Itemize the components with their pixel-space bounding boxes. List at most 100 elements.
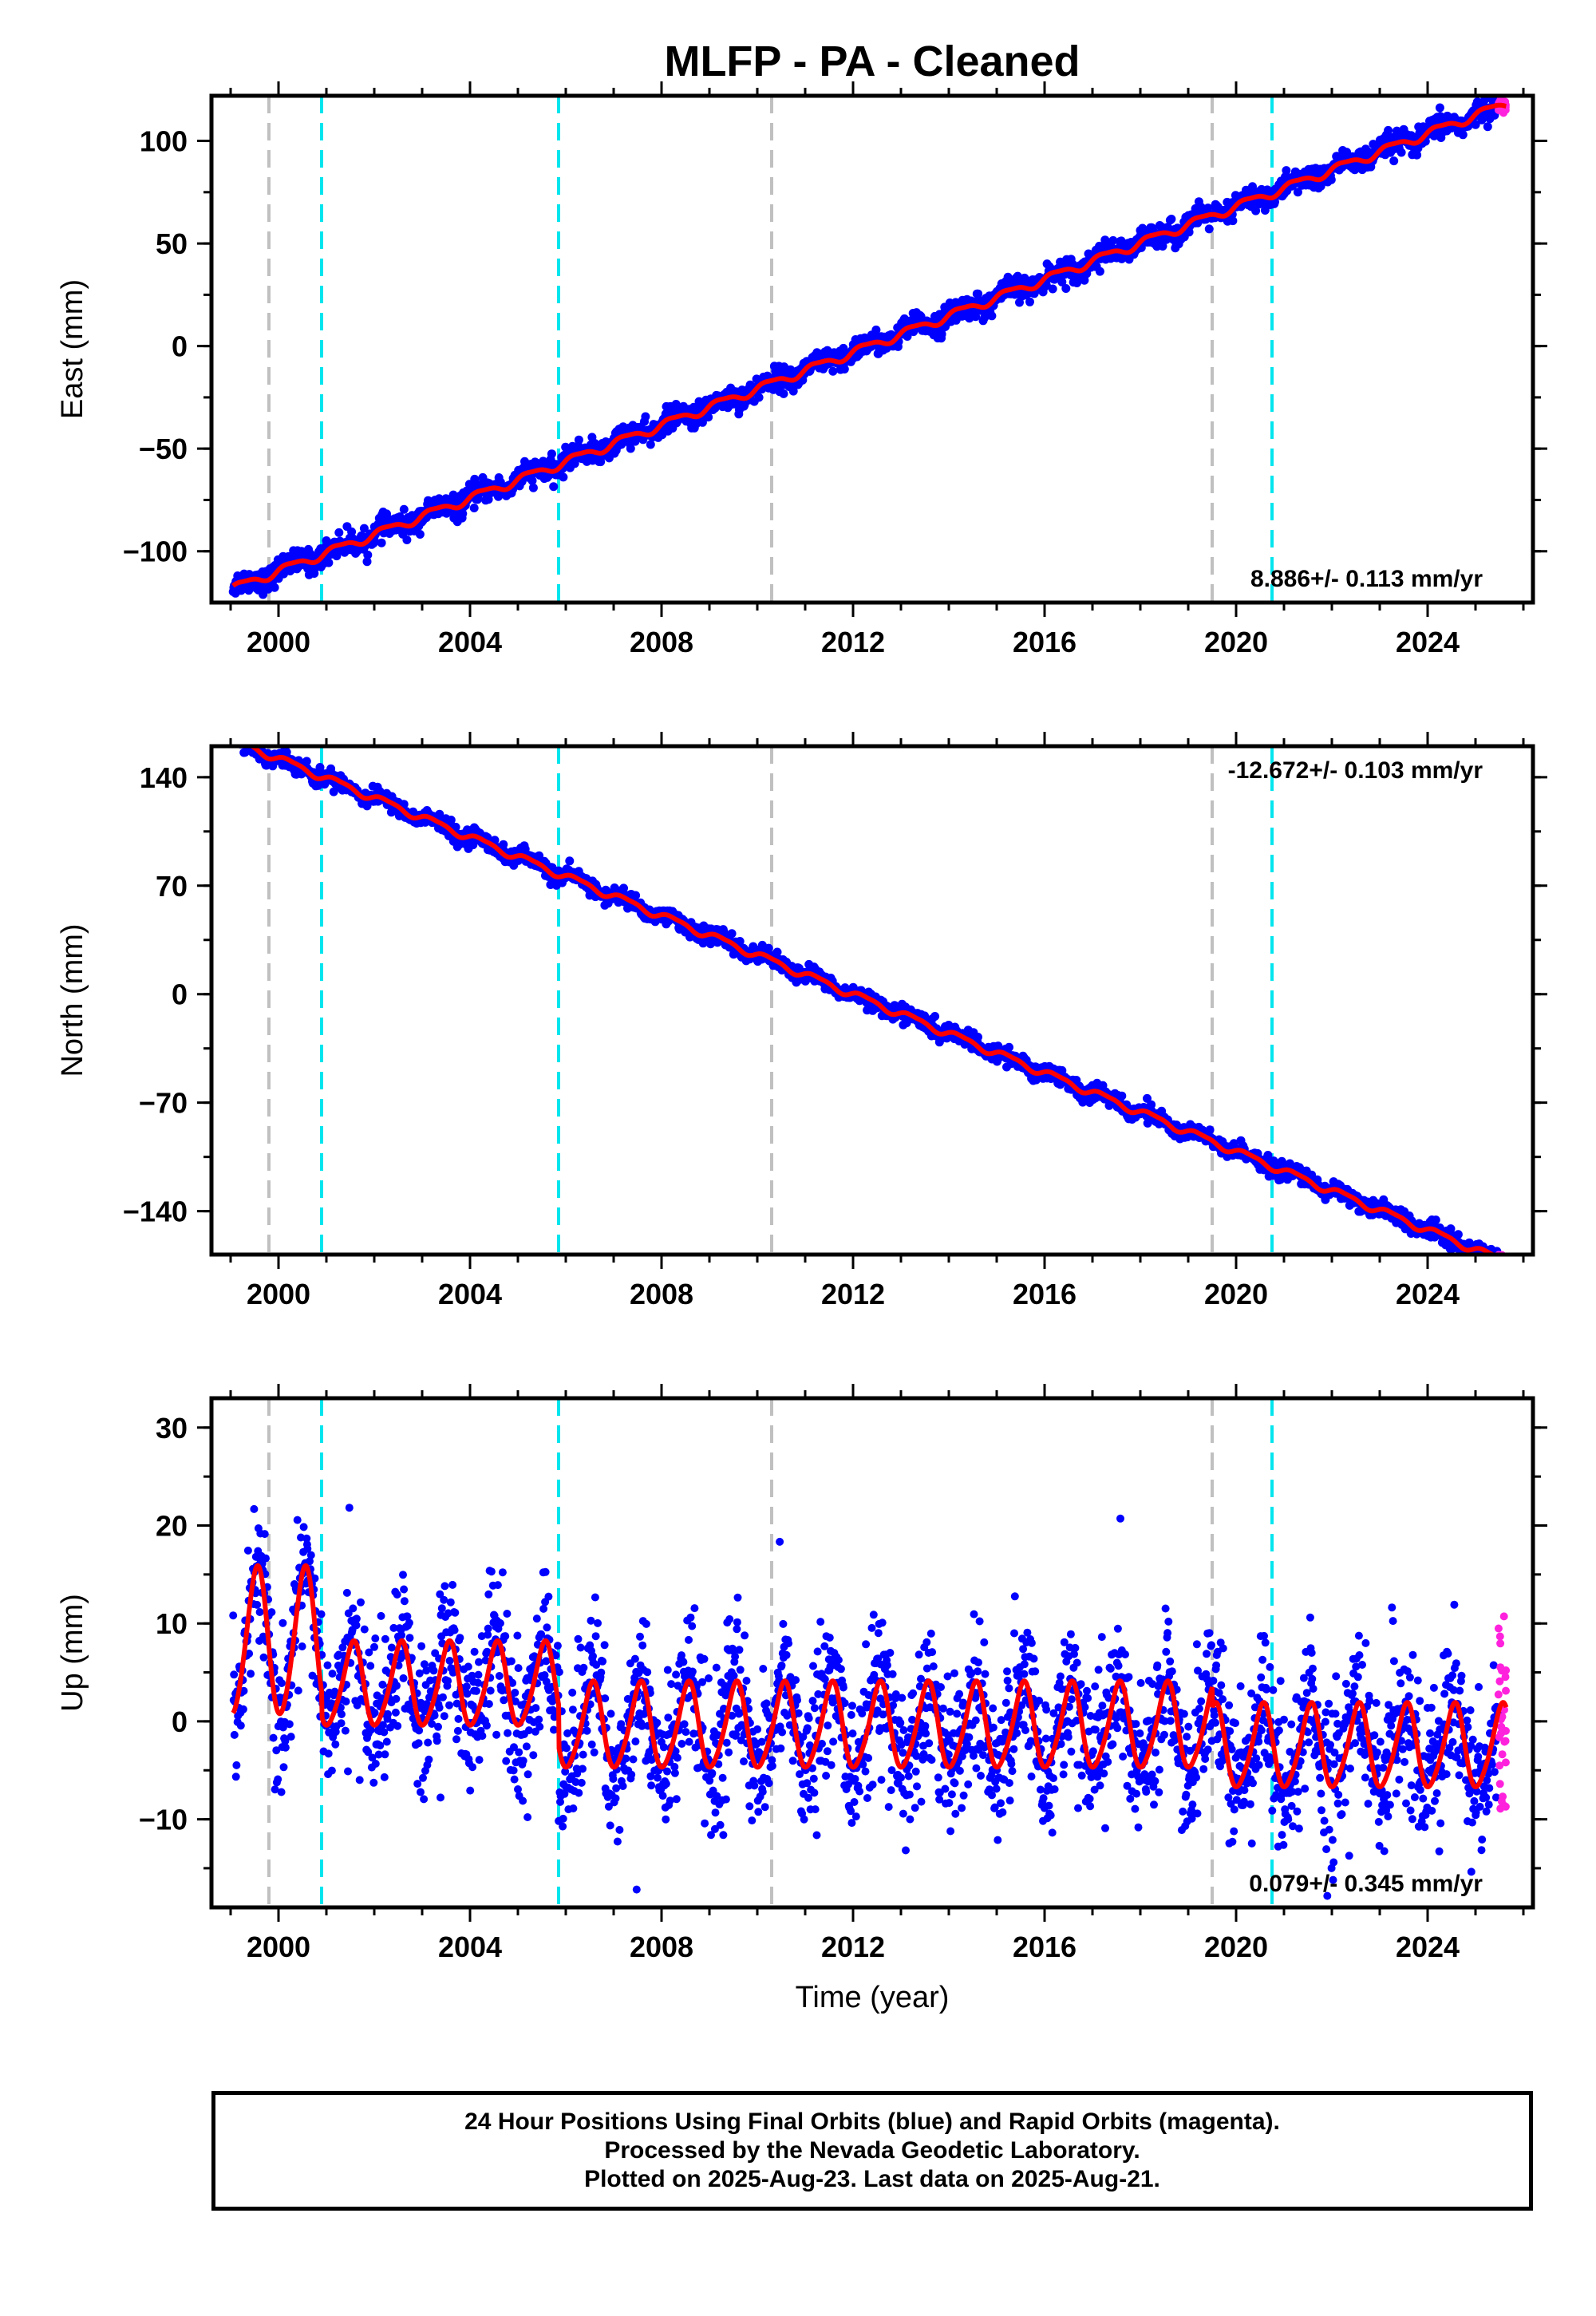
y-tick-label: 100 bbox=[140, 125, 188, 158]
up-panel: 2000 2004 2008 2012 2016 2020 2024−100102030Up… bbox=[56, 1384, 1547, 1963]
data-point bbox=[235, 734, 244, 743]
y-tick-label: 0 bbox=[172, 330, 188, 363]
y-tick-label: −70 bbox=[139, 1087, 188, 1120]
x-tick-label: 2024 bbox=[1396, 1278, 1460, 1310]
data-point bbox=[259, 590, 268, 599]
x-tick-label: 2020 bbox=[1204, 1278, 1268, 1310]
rapid-point bbox=[1501, 1263, 1509, 1271]
x-tick-label: 2008 bbox=[630, 626, 693, 658]
data-point bbox=[378, 1680, 387, 1689]
data-point bbox=[243, 735, 252, 744]
data-point bbox=[253, 1600, 262, 1609]
data-point bbox=[1494, 1259, 1503, 1267]
data-point bbox=[697, 417, 707, 427]
data-point bbox=[342, 1697, 350, 1705]
rapid-point bbox=[1501, 1259, 1509, 1267]
data-point bbox=[1431, 1215, 1440, 1225]
data-point bbox=[362, 557, 372, 567]
data-point bbox=[376, 1741, 385, 1750]
y-tick-label: 0 bbox=[172, 978, 188, 1011]
data-point bbox=[1080, 275, 1089, 285]
data-point bbox=[1384, 125, 1393, 135]
x-tick-label: 2020 bbox=[1204, 626, 1268, 658]
rapid-point bbox=[1501, 1261, 1509, 1269]
data-point bbox=[302, 757, 311, 766]
data-point bbox=[363, 550, 373, 559]
data-point bbox=[704, 413, 713, 422]
data-point bbox=[277, 1788, 286, 1796]
data-point bbox=[236, 1721, 245, 1730]
y-tick-label: −50 bbox=[139, 433, 188, 465]
data-point bbox=[377, 1611, 385, 1620]
x-tick-label: 2008 bbox=[630, 1278, 693, 1310]
x-tick-label: 2016 bbox=[1013, 626, 1077, 658]
rapid-point bbox=[1496, 1257, 1504, 1265]
x-tick-label: 2012 bbox=[821, 1278, 885, 1310]
data-point bbox=[357, 1598, 365, 1607]
data-point bbox=[469, 504, 479, 512]
rapid-point bbox=[1499, 107, 1507, 116]
x-tick-label: 2012 bbox=[821, 626, 885, 658]
data-point bbox=[1061, 284, 1071, 293]
data-point bbox=[828, 366, 838, 376]
data-point bbox=[344, 1767, 352, 1776]
rapid-point bbox=[1500, 1259, 1508, 1267]
y-axis-label: North (mm) bbox=[56, 923, 89, 1077]
rate-label: 8.886+/- 0.113 mm/yr bbox=[1250, 566, 1483, 592]
x-tick-label: 2000 bbox=[247, 1278, 310, 1310]
data-point bbox=[360, 1625, 369, 1634]
data-point bbox=[574, 435, 583, 445]
rapid-point bbox=[1495, 1256, 1503, 1264]
data-point bbox=[324, 558, 334, 567]
data-point bbox=[234, 736, 243, 745]
data-point bbox=[328, 1670, 337, 1678]
data-point bbox=[294, 1686, 302, 1695]
data-point bbox=[974, 1033, 982, 1041]
data-point bbox=[641, 412, 650, 421]
data-point bbox=[270, 583, 279, 592]
data-point bbox=[1282, 166, 1291, 176]
data-point bbox=[646, 440, 655, 449]
data-point bbox=[1117, 1091, 1127, 1101]
figure-title: MLFP - PA - Cleaned bbox=[664, 38, 1080, 85]
data-point bbox=[1326, 175, 1336, 184]
data-point bbox=[315, 763, 325, 772]
data-point bbox=[1389, 156, 1399, 166]
data-point bbox=[232, 1761, 241, 1769]
data-point bbox=[565, 856, 575, 866]
data-point bbox=[237, 736, 246, 745]
x-tick-label: 2024 bbox=[1396, 626, 1460, 658]
data-point bbox=[274, 1775, 282, 1784]
data-point bbox=[267, 1608, 276, 1617]
y-tick-label: −100 bbox=[123, 536, 188, 568]
data-point bbox=[342, 1588, 351, 1597]
y-tick-label: 50 bbox=[156, 227, 188, 260]
rapid-point bbox=[1502, 1259, 1510, 1267]
data-point bbox=[1471, 120, 1480, 129]
data-point bbox=[754, 393, 764, 402]
data-point bbox=[230, 1670, 239, 1679]
data-point bbox=[1205, 1125, 1215, 1135]
data-point bbox=[559, 472, 568, 482]
data-point bbox=[231, 1773, 240, 1781]
rapid-point bbox=[1502, 1258, 1510, 1266]
rapid-point bbox=[1502, 1262, 1510, 1270]
x-tick-label: 2000 bbox=[247, 626, 310, 658]
rapid-point bbox=[1499, 1258, 1507, 1266]
y-tick-label: 140 bbox=[140, 761, 188, 794]
data-point bbox=[243, 736, 252, 745]
rapid-point bbox=[1500, 1258, 1508, 1266]
rate-label: -12.672+/- 0.103 mm/yr bbox=[1228, 757, 1483, 784]
model-fit-line bbox=[247, 746, 1498, 1255]
data-point bbox=[788, 386, 798, 396]
data-point bbox=[281, 1743, 290, 1752]
data-point bbox=[1412, 150, 1422, 160]
data-point bbox=[528, 483, 538, 492]
data-point bbox=[299, 1523, 308, 1531]
data-point bbox=[332, 551, 342, 561]
data-point bbox=[631, 891, 641, 900]
data-point bbox=[247, 1670, 255, 1678]
data-point bbox=[250, 1504, 259, 1513]
rapid-point bbox=[1497, 1256, 1505, 1264]
data-point bbox=[331, 1740, 340, 1749]
